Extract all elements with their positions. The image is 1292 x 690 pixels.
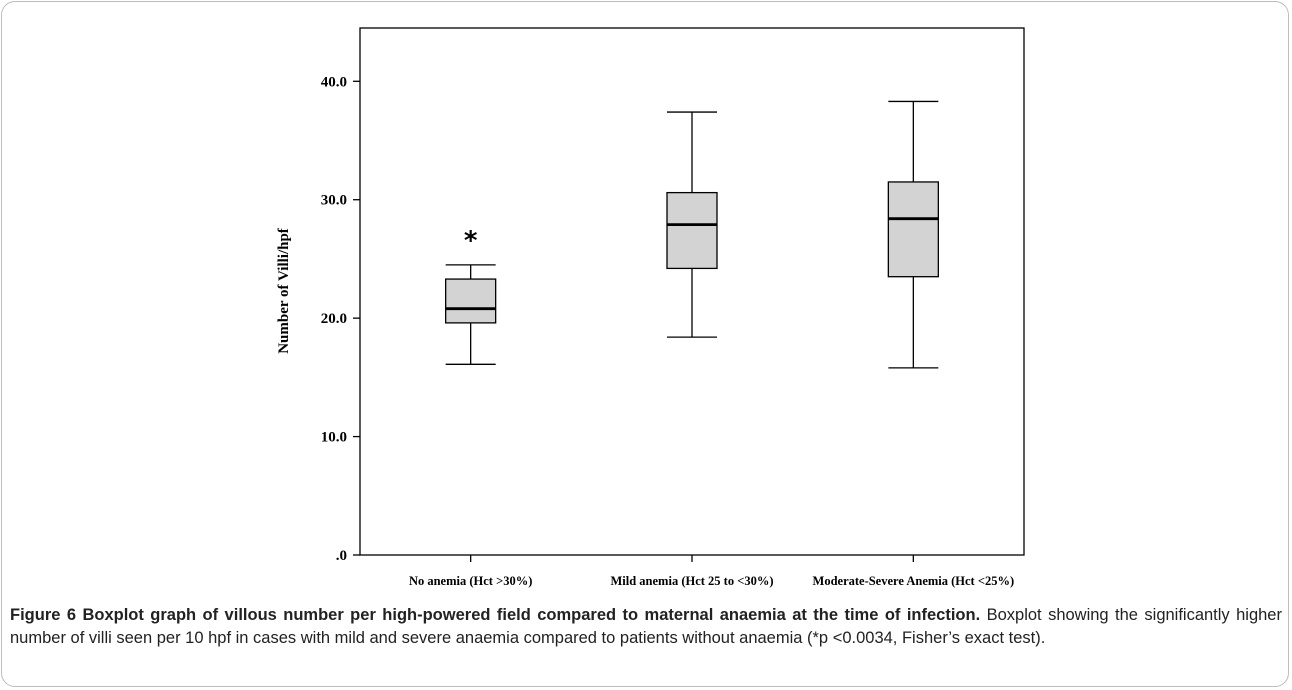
y-tick-label: 40.0 <box>321 74 347 90</box>
caption-text: Boxplot showing the significantly higher… <box>10 606 1282 647</box>
box-series: * <box>445 100 939 369</box>
y-tick-label: .0 <box>336 548 347 564</box>
x-axis-ticks: No anemia (Hct >30%) Mild anemia (Hct 25 … <box>409 555 1014 588</box>
significance-asterisk: * <box>464 226 478 256</box>
figure-caption: Figure 6 Boxplot graph of villous number… <box>10 604 1282 649</box>
iqr-box <box>666 191 718 270</box>
iqr-box <box>887 181 939 278</box>
iqr-box <box>445 278 497 324</box>
box-group <box>666 111 718 338</box>
box-group <box>887 100 939 369</box>
caption-label: Figure 6 Boxplot graph of villous number… <box>10 606 981 624</box>
box-group <box>445 264 497 365</box>
y-axis-label: Number of Villi/hpf <box>276 227 292 354</box>
y-axis-ticks: .0 10.0 20.0 30.0 40.0 <box>321 74 360 564</box>
boxplot-chart: Number of Villi/hpf .0 10.0 20.0 30.0 40.0 *… <box>276 27 1025 588</box>
y-tick-label: 30.0 <box>321 193 347 209</box>
y-tick-label: 20.0 <box>321 311 347 327</box>
y-tick-label: 10.0 <box>321 430 347 446</box>
x-tick-label: No anemia (Hct >30%) <box>409 574 532 588</box>
x-tick-label: Mild anemia (Hct 25 to <30%) <box>610 574 773 588</box>
x-tick-label: Moderate-Severe Anemia (Hct <25%) <box>813 574 1015 588</box>
